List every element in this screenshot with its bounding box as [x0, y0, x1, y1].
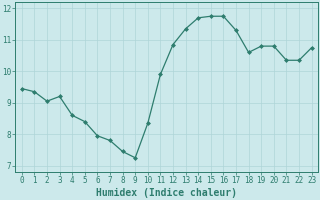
X-axis label: Humidex (Indice chaleur): Humidex (Indice chaleur): [96, 188, 237, 198]
